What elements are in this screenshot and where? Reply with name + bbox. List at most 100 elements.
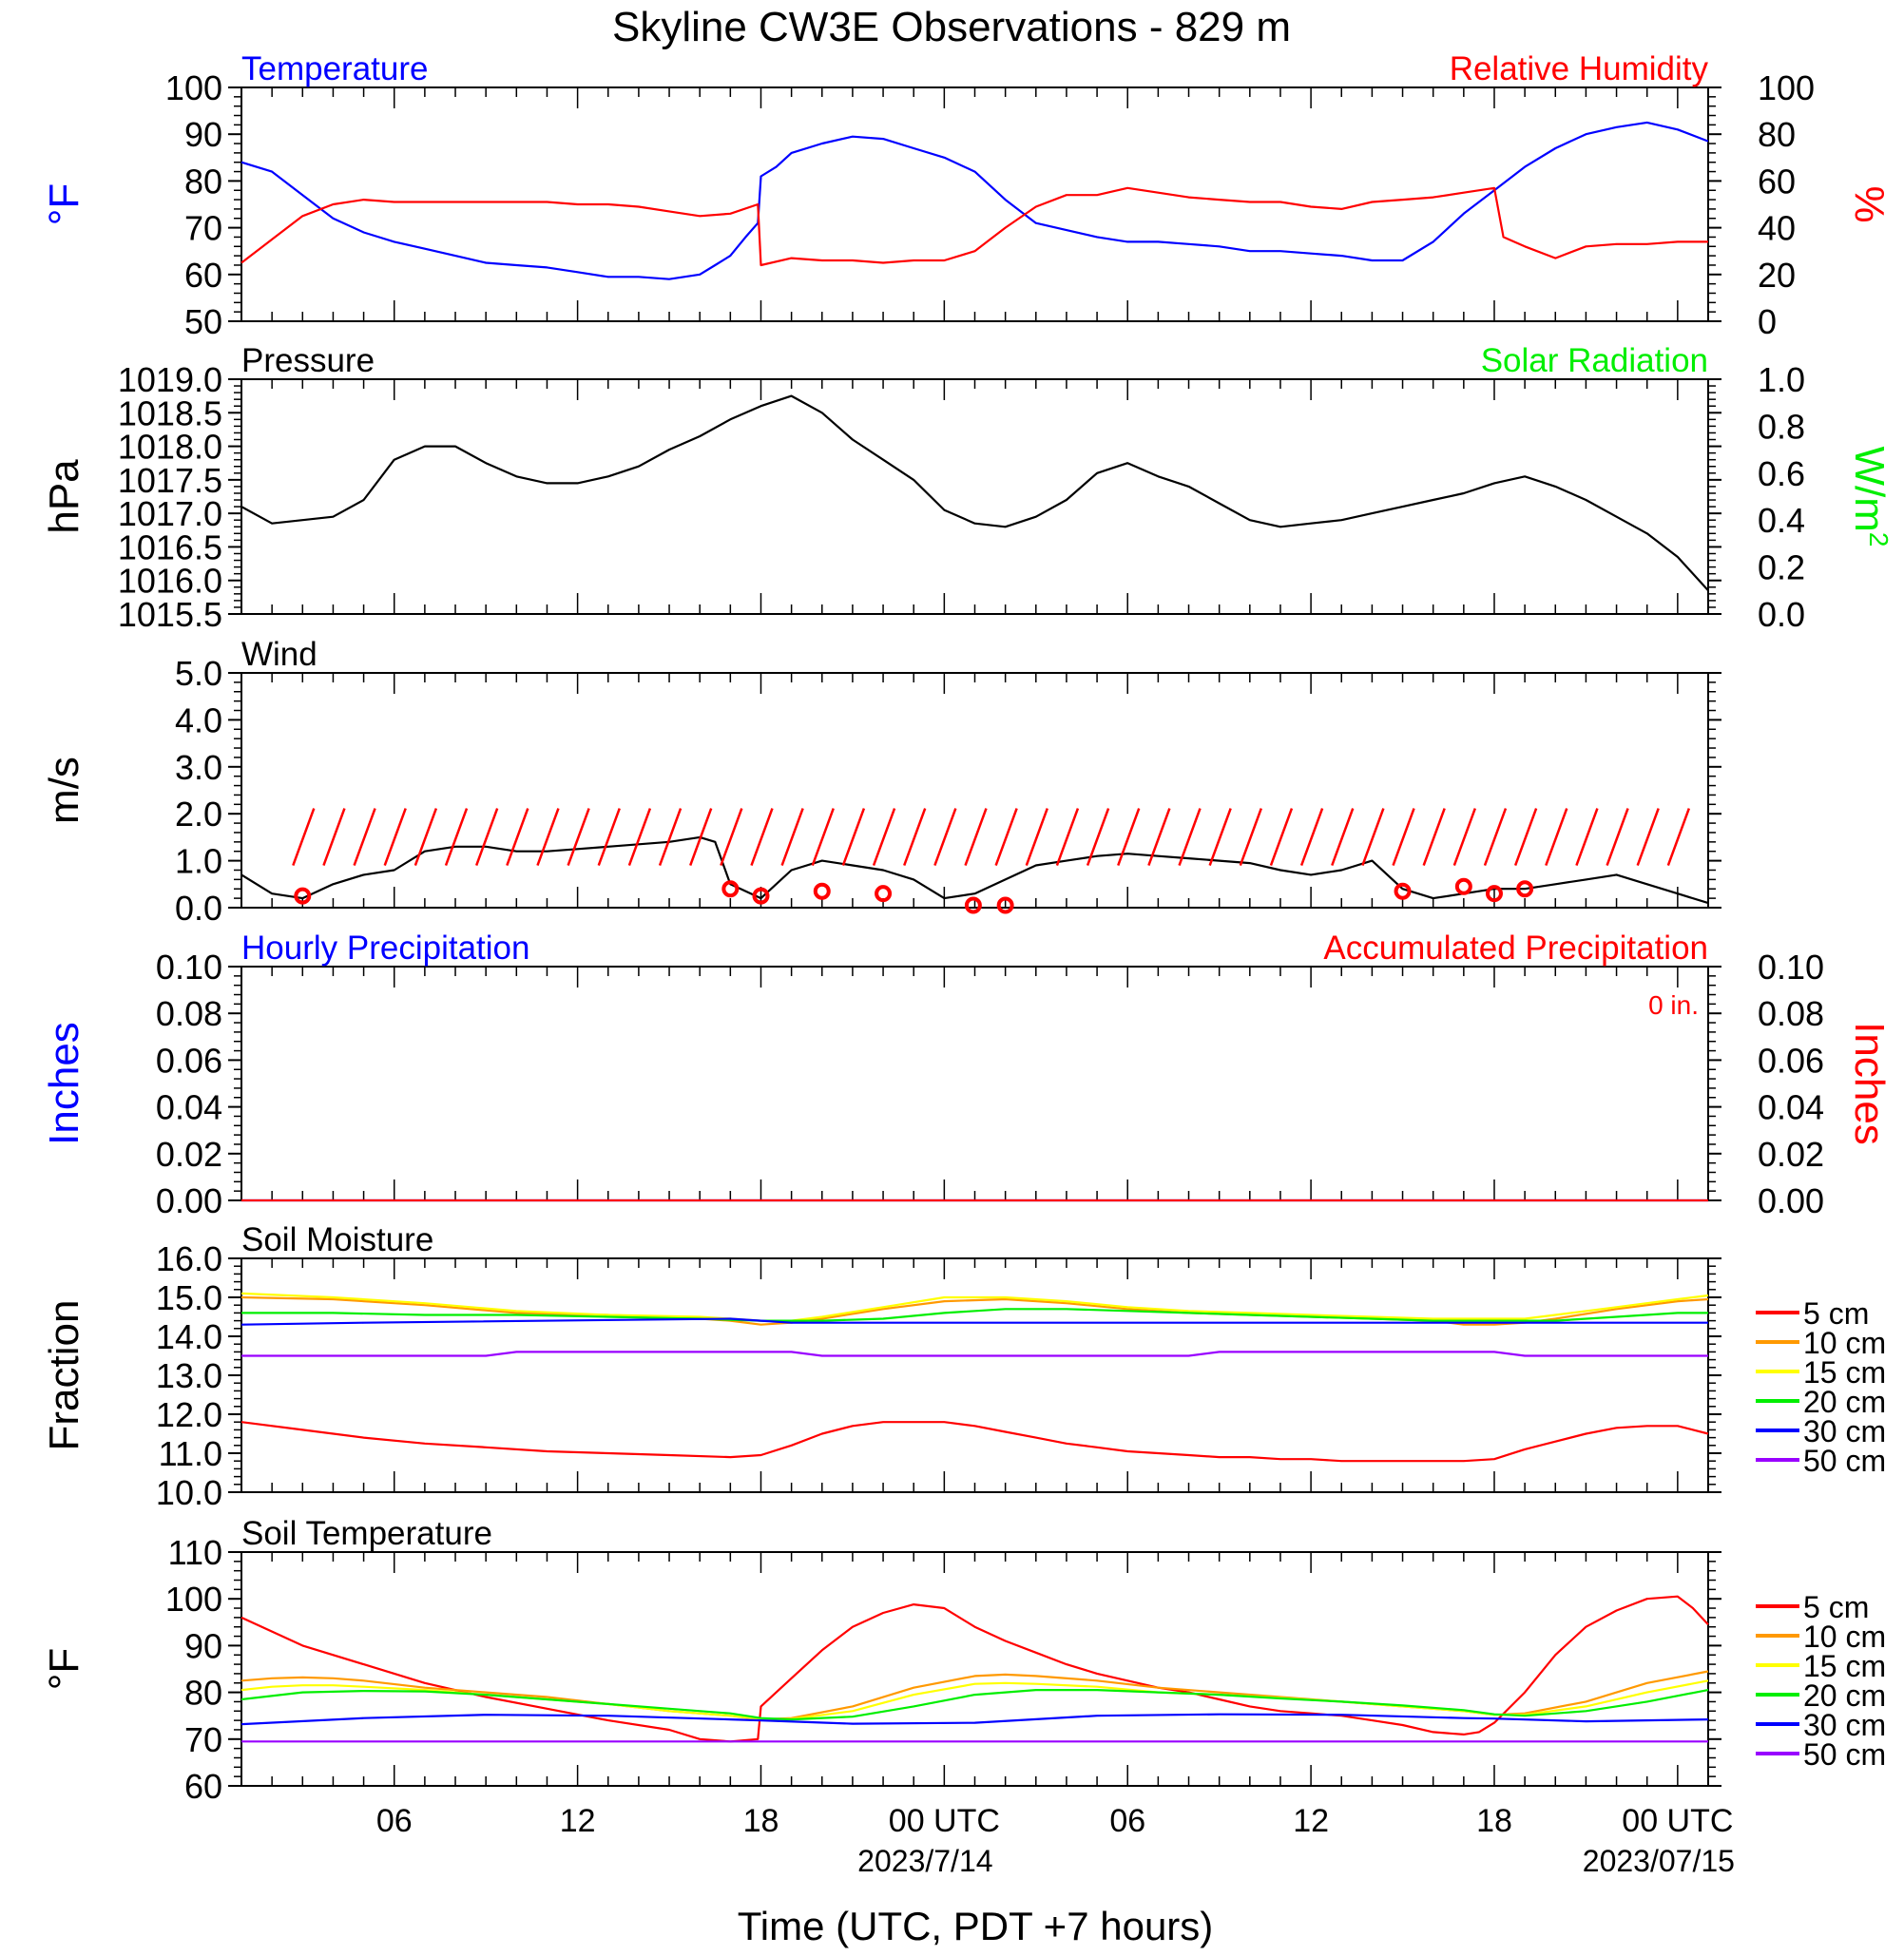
y-tick-label: 0.00: [156, 1181, 222, 1220]
legend-label: 15 cm: [1803, 1355, 1886, 1390]
y-tick-label-right: 40: [1758, 209, 1796, 248]
y-axis-left: 0.00 0.02 0.04 0.06 0.08 0.10: [156, 948, 241, 1220]
y-tick-label: 1.0: [175, 842, 222, 881]
y-tick-label: 1017.5: [118, 461, 222, 500]
y-tick-label: 15.0: [156, 1278, 222, 1317]
y-tick-label: 10.0: [156, 1473, 222, 1512]
wind-barb: [1269, 808, 1294, 866]
y-tick-label: 5.0: [175, 654, 222, 693]
panel-wind: 0.0 1.0 2.0 3.0 4.0 5.0 Wind m/s: [41, 636, 1721, 928]
panel-precip: 0.00 0.02 0.04 0.06 0.08 0.10 0.00 0.02 0.04 0.06…: [41, 930, 1893, 1220]
y-axis-right: 0 20 40 60 80 100: [1708, 68, 1815, 341]
wind-barb: [872, 808, 896, 866]
y-tick-label: 11.0: [159, 1434, 222, 1473]
wind-barb: [658, 808, 683, 866]
wind-barb: [1208, 808, 1232, 866]
legend-label: 5 cm: [1803, 1296, 1869, 1331]
wind-barb: [1513, 808, 1538, 866]
y-axis-title-left: Inches: [41, 1022, 87, 1145]
wind-barb: [1239, 808, 1262, 866]
y-tick-label: 0.04: [156, 1088, 222, 1127]
y-tick-label: 1016.0: [118, 562, 222, 601]
y-tick-label: 1015.5: [118, 595, 222, 634]
y-tick-label: 2.0: [175, 795, 222, 834]
y-tick-label-right: 0.6: [1758, 454, 1805, 493]
series-line-soil_moisture-4: [240, 1317, 1708, 1326]
panel-title-right: Accumulated Precipitation: [1323, 930, 1708, 967]
wind-barb: [444, 808, 469, 866]
y-tick-label: 60: [184, 256, 222, 295]
y-axis-right: 0.00 0.02 0.04 0.06 0.08 0.10: [1708, 948, 1824, 1220]
series-line-soil_temperature-0: [240, 1595, 1709, 1743]
y-tick-label: 3.0: [175, 748, 222, 787]
x-tick-label: 18: [743, 1803, 779, 1839]
wind-barb: [750, 808, 774, 866]
y-tick-label: 60: [184, 1767, 222, 1806]
legend-label: 10 cm: [1803, 1620, 1886, 1654]
y-tick-label-right: 0.10: [1758, 948, 1824, 987]
series-line-soil_moisture-3: [241, 1308, 1708, 1322]
calm-circle: [1485, 885, 1503, 903]
x-axis-title: Time (UTC, PDT +7 hours): [738, 1904, 1214, 1948]
y-tick-label-right: 0: [1758, 302, 1777, 341]
wind-barb: [841, 808, 866, 866]
wind-barb: [1575, 808, 1599, 866]
y-axis-right: [1708, 672, 1721, 909]
legend-label: 50 cm: [1803, 1444, 1886, 1478]
panels: 50 60 70 80 90 100 0 20 40 60 80 100 Temperature Rela…: [41, 50, 1894, 1806]
x-ticks: [240, 1552, 1709, 1786]
x-axis: Time (UTC, PDT +7 hours) 06 12 18 00 UTC 06 1…: [376, 1803, 1735, 1948]
wind-barb: [1392, 808, 1415, 866]
wind-barb: [536, 808, 560, 866]
wind-barb: [474, 808, 499, 866]
x-tick-label: 18: [1476, 1803, 1512, 1839]
series-line-soil_moisture-5: [241, 1351, 1708, 1357]
series-line-soil_temperature-4: [240, 1713, 1709, 1726]
y-axis-title-left: m/s: [41, 757, 87, 824]
y-tick-label: 1017.0: [118, 494, 222, 533]
wind-barb: [1361, 808, 1385, 866]
x-tick-label: 00 UTC: [1622, 1803, 1733, 1839]
x-tick-label: 06: [376, 1803, 413, 1839]
y-tick-label-right: 80: [1758, 115, 1796, 154]
y-tick-label-right: 0.08: [1758, 994, 1824, 1033]
panel-title-left: Wind: [241, 636, 317, 673]
x-ticks: [240, 967, 1709, 1200]
wind-barb: [994, 808, 1018, 866]
y-tick-label: 70: [184, 209, 222, 248]
calm-circle: [1516, 880, 1534, 898]
wind-barb: [780, 808, 804, 866]
wind-barb: [1452, 808, 1477, 866]
calm-circle: [294, 887, 312, 905]
series-line-soil_moisture-2: [240, 1292, 1709, 1322]
y-tick-label: 90: [184, 115, 222, 154]
y-tick-label-right: 0.0: [1758, 595, 1805, 634]
y-tick-label-right: 0.2: [1758, 548, 1805, 587]
y-tick-label-right: 0.02: [1758, 1135, 1824, 1174]
y-axis-left: 60 70 80 90 100 110: [165, 1533, 241, 1806]
panel-title-left: Soil Moisture: [241, 1221, 433, 1258]
calm-circle: [721, 880, 740, 898]
wind-barb: [597, 808, 621, 866]
wind-barb: [1666, 808, 1691, 866]
calm-circle: [752, 887, 770, 905]
y-axis-title-left: °F: [41, 183, 87, 225]
calm-circle: [1454, 877, 1472, 895]
y-tick-label: 90: [184, 1626, 222, 1665]
y-axis-title-right: Inches: [1846, 1022, 1893, 1145]
wind-barb: [506, 808, 529, 866]
calm-circle: [996, 896, 1014, 914]
y-tick-label: 13.0: [156, 1356, 222, 1395]
wind-barb: [292, 808, 316, 866]
wind-barb: [1086, 808, 1110, 866]
y-tick-label-right: 20: [1758, 256, 1796, 295]
wind-barb: [1025, 808, 1048, 866]
x-ticks: [240, 1258, 1709, 1492]
wind-barb: [1545, 808, 1568, 866]
series-line-soil_moisture-0: [240, 1421, 1709, 1463]
